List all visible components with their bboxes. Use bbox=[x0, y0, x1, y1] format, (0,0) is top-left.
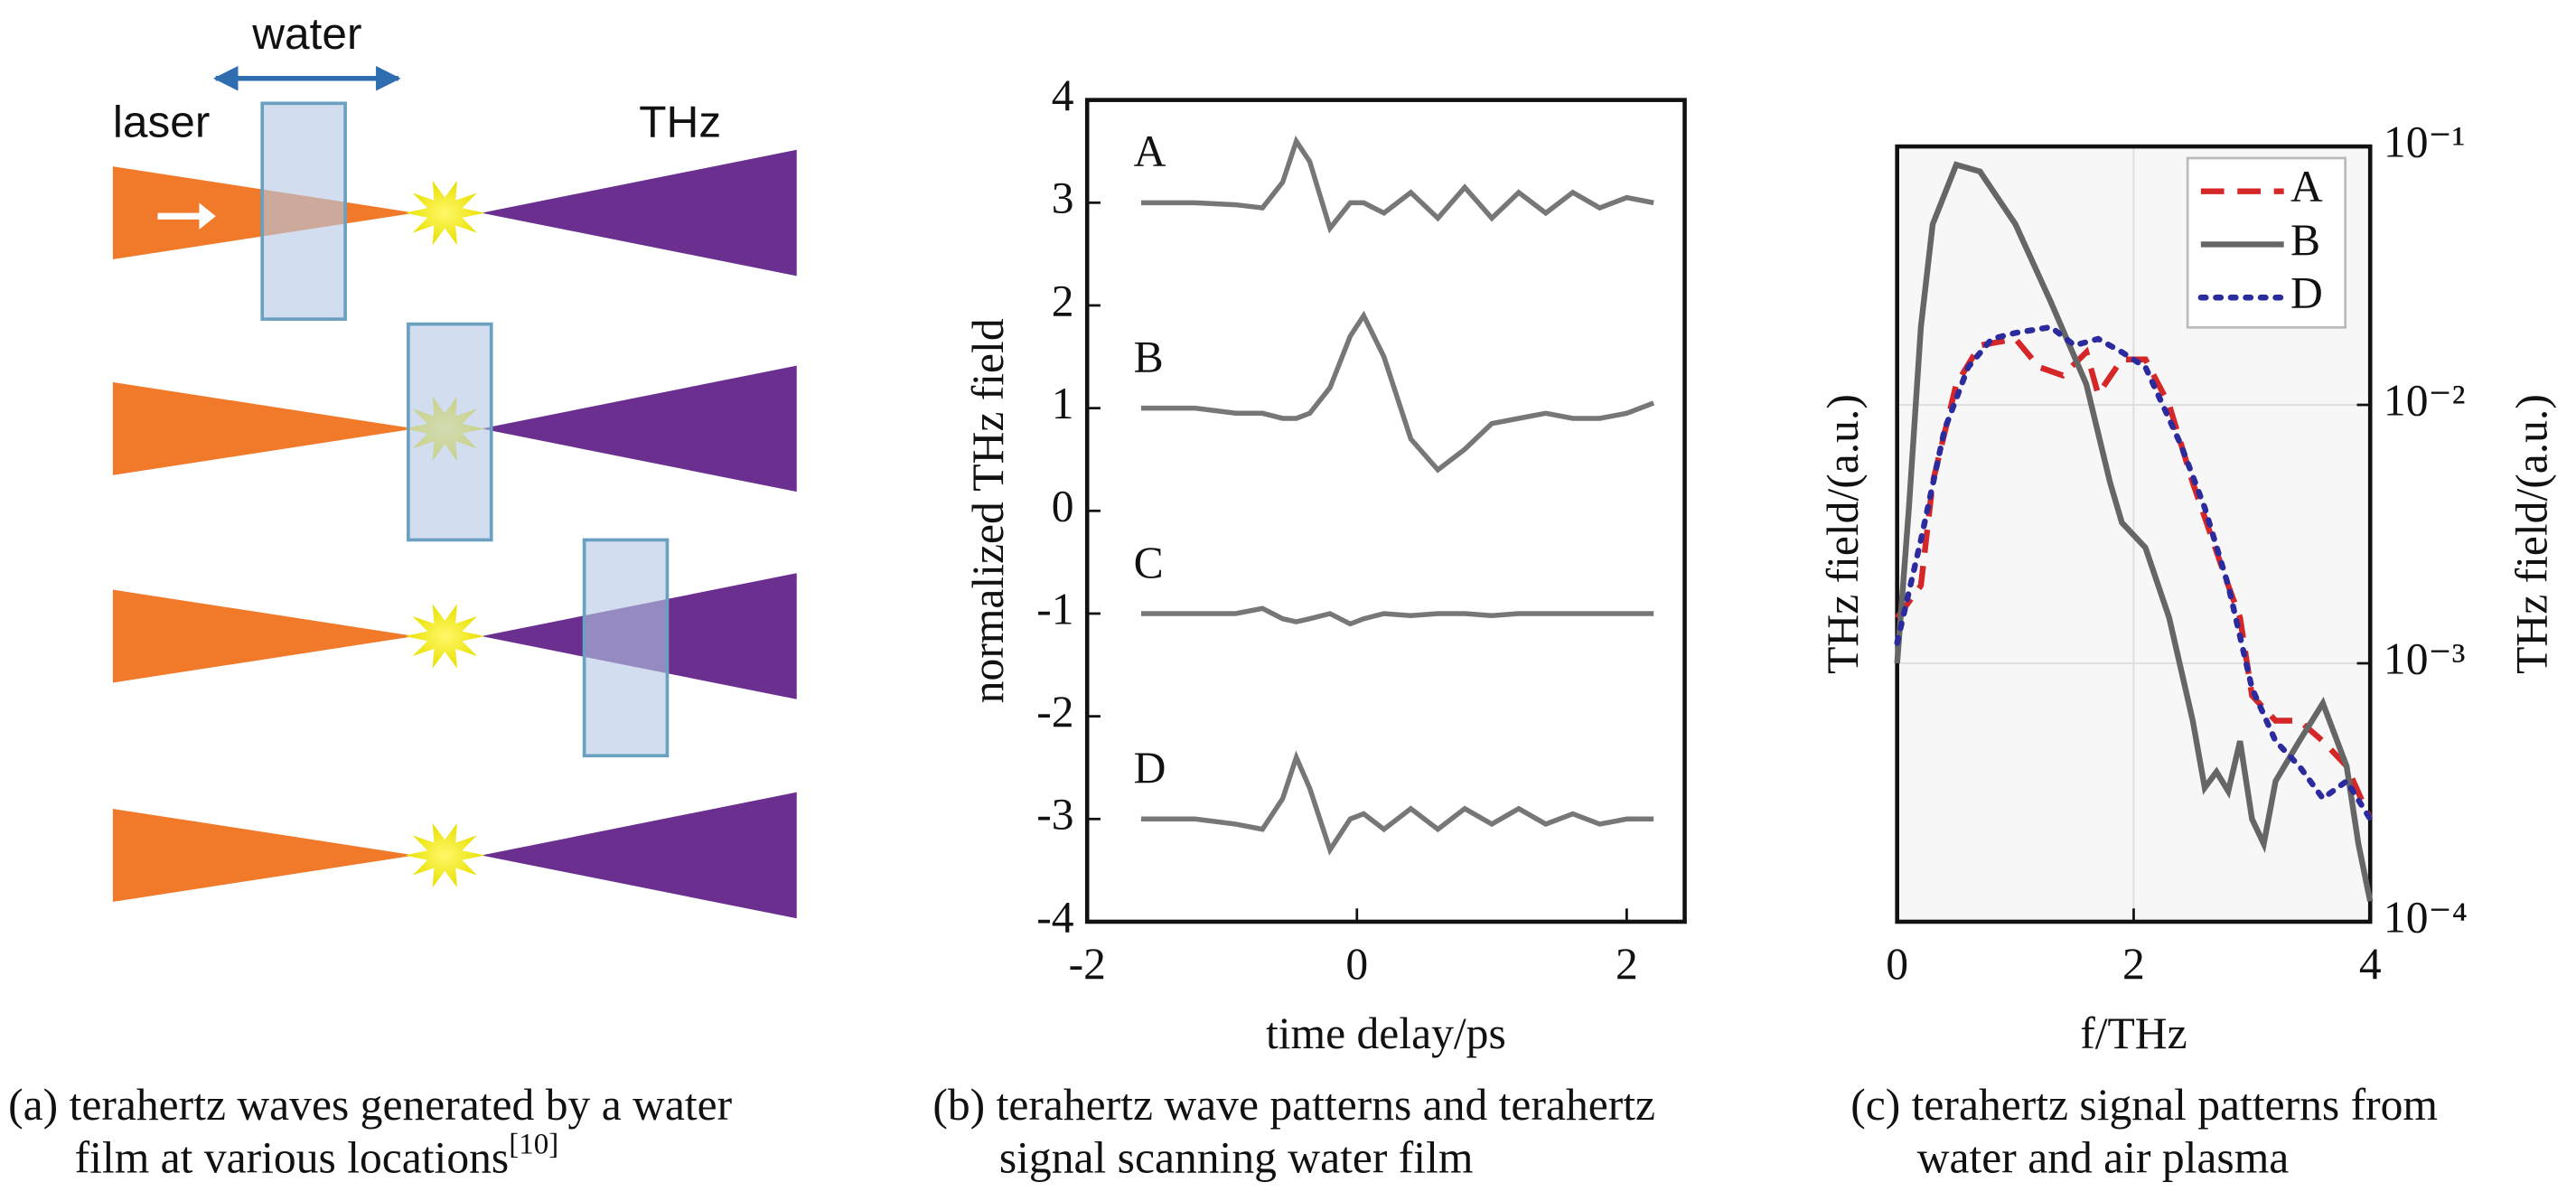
y-tick-label: 10⁻³ bbox=[2384, 633, 2466, 683]
y-tick-label: 2 bbox=[1052, 276, 1074, 325]
y-tick-label: 10⁻¹ bbox=[2384, 117, 2466, 166]
y-tick-label: 3 bbox=[1052, 174, 1074, 223]
plot-area bbox=[1087, 99, 1685, 922]
x-tick-label: 0 bbox=[1886, 939, 1908, 989]
series-label: A bbox=[1134, 127, 1166, 176]
y-tick-label: 10⁻⁴ bbox=[2384, 892, 2468, 942]
series-line bbox=[1140, 605, 1654, 627]
legend-label: B bbox=[2290, 215, 2320, 265]
plot-frame bbox=[1895, 144, 2373, 924]
y-tick-label: -2 bbox=[1036, 687, 1073, 737]
thz-label: THz bbox=[639, 96, 721, 146]
citation: [10] bbox=[509, 1128, 558, 1160]
plot-frame bbox=[1084, 98, 1687, 924]
caption-line: (c) terahertz signal patterns from bbox=[1850, 1080, 2438, 1130]
laser-beam bbox=[112, 381, 416, 475]
series-label: C bbox=[1134, 538, 1164, 587]
series-line bbox=[1140, 310, 1655, 474]
caption-line: (b) terahertz wave patterns and terahert… bbox=[932, 1080, 1655, 1130]
water-film bbox=[260, 101, 347, 321]
laser-beam bbox=[112, 589, 416, 683]
thz-beam bbox=[481, 792, 797, 919]
thz-beam bbox=[481, 365, 797, 493]
y-tick-label: 0 bbox=[1052, 482, 1074, 531]
y2-axis-label: THz field/(a.u.) bbox=[2506, 394, 2556, 674]
series-line bbox=[1894, 324, 2374, 822]
plasma-spark bbox=[405, 180, 485, 246]
y-tick-label: -3 bbox=[1036, 790, 1073, 840]
laser-direction-head bbox=[199, 202, 216, 230]
x-tick-label: 2 bbox=[2122, 939, 2145, 989]
diagram: water laser THz bbox=[112, 8, 797, 919]
caption-line: signal scanning water film bbox=[999, 1133, 1474, 1183]
caption-line: water and air plasma bbox=[1917, 1133, 2290, 1183]
laser-label: laser bbox=[113, 96, 210, 146]
water-film bbox=[407, 322, 493, 542]
y-tick-label: -4 bbox=[1036, 892, 1074, 942]
series-label: D bbox=[1134, 743, 1166, 793]
series-line bbox=[1140, 750, 1654, 856]
series-line bbox=[1140, 135, 1654, 234]
water-film bbox=[582, 538, 670, 758]
legend-label: A bbox=[2290, 162, 2323, 211]
legend-label: D bbox=[2290, 268, 2323, 318]
plasma-spark bbox=[405, 822, 485, 888]
caption-line: (a) terahertz waves generated by a water bbox=[8, 1080, 733, 1130]
x-tick-label: -2 bbox=[1069, 939, 1106, 989]
plasma-spark bbox=[405, 604, 485, 669]
y-tick-label: 4 bbox=[1052, 70, 1074, 120]
y-tick-label: 10⁻² bbox=[2384, 375, 2466, 425]
y-axis-label: normalized THz field bbox=[963, 318, 1013, 703]
x-tick-label: 2 bbox=[1616, 939, 1638, 989]
x-axis-label: time delay/ps bbox=[1266, 1009, 1506, 1058]
x-tick-label: 4 bbox=[2359, 939, 2382, 989]
series-label: B bbox=[1134, 333, 1164, 382]
laser-beam bbox=[112, 809, 416, 902]
y-axis-label: THz field/(a.u.) bbox=[1818, 394, 1868, 674]
y-tick-label: 1 bbox=[1052, 379, 1074, 428]
y-tick-label: -1 bbox=[1036, 584, 1073, 633]
water-label: water bbox=[251, 8, 361, 59]
x-axis-label: f/THz bbox=[2080, 1009, 2187, 1058]
series-line bbox=[1894, 161, 2374, 903]
thz-beam bbox=[481, 149, 797, 277]
x-tick-label: 0 bbox=[1345, 939, 1368, 989]
caption-line: film at various locations[10] bbox=[75, 1128, 559, 1183]
